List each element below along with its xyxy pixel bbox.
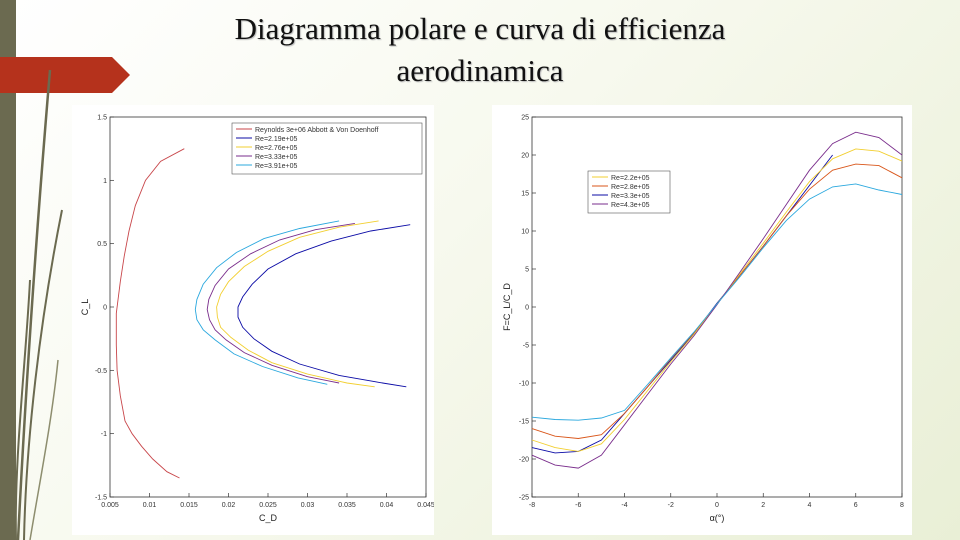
x-tick-label: 2 — [761, 502, 765, 509]
x-axis-label: C_D — [259, 513, 278, 523]
y-axis-label: F=C_L/C_D — [502, 283, 512, 331]
y-tick-label: -10 — [519, 381, 529, 388]
grass-decoration — [14, 69, 63, 540]
x-tick-label: 0.02 — [222, 502, 236, 509]
legend-label: Re=3.91e+05 — [255, 163, 298, 170]
red-tab-decoration — [0, 57, 130, 93]
y-tick-label: 5 — [525, 267, 529, 274]
grass-blade-2 — [23, 209, 63, 540]
x-tick-label: 0.03 — [301, 502, 315, 509]
y-tick-label: 20 — [521, 153, 529, 160]
y-tick-label: -0.5 — [95, 368, 107, 375]
grass-blade-1 — [16, 69, 52, 540]
y-tick-label: -5 — [523, 343, 529, 350]
legend-label: Re=2.2e+05 — [611, 175, 650, 182]
legend-label: Re=3.3e+05 — [611, 193, 650, 200]
y-tick-label: -1 — [101, 431, 107, 438]
y-tick-label: 15 — [521, 191, 529, 198]
y-tick-label: 1 — [103, 178, 107, 185]
legend-label: Re=3.33e+05 — [255, 154, 298, 161]
x-tick-label: 8 — [900, 502, 904, 509]
x-tick-label: -2 — [668, 502, 674, 509]
x-tick-label: 0.015 — [180, 502, 198, 509]
x-axis-label: α(°) — [710, 513, 725, 523]
x-tick-label: -4 — [621, 502, 627, 509]
legend-box — [587, 170, 671, 214]
polar-chart: 0.005 0.01 0.015 0.02 0.025 0.03 0.035 0.04 0.04… — [72, 105, 434, 535]
slide-title: Diagramma polare e curva di efficienza a… — [140, 8, 820, 92]
y-tick-label: 25 — [521, 115, 529, 122]
x-tick-label: 0.005 — [101, 502, 119, 509]
legend-box — [231, 122, 423, 175]
y-tick-label: 0 — [525, 305, 529, 312]
plot-frame — [109, 116, 427, 498]
grass-blade-4 — [29, 359, 59, 540]
y-tick-label: 10 — [521, 229, 529, 236]
legend-label: Re=2.19e+05 — [255, 136, 298, 143]
series-line-5 — [531, 183, 903, 421]
y-tick-label: -15 — [519, 419, 529, 426]
red-tab-shape — [0, 57, 130, 93]
x-tick-label: 0.045 — [417, 502, 434, 509]
legend-label: Re=4.3e+05 — [611, 202, 650, 209]
x-tick-label: 4 — [808, 502, 812, 509]
x-tick-label: 0.01 — [143, 502, 157, 509]
legend-label: Re=2.76e+05 — [255, 145, 298, 152]
x-tick-label: 0.035 — [338, 502, 356, 509]
series-line-3 — [216, 220, 379, 388]
series-line-4 — [206, 222, 355, 384]
efficiency-chart: -8 -6 -4 -2 0 2 4 6 8-25-20-15-10-50510152025α(°… — [492, 105, 912, 535]
plot-frame — [531, 116, 903, 498]
x-tick-label: 0 — [715, 502, 719, 509]
y-tick-label: -1.5 — [95, 495, 107, 502]
series-line-5 — [194, 220, 340, 385]
grass-blade-3 — [14, 279, 31, 540]
title-line-2: aerodinamica — [396, 53, 564, 88]
x-tick-label: 0.04 — [380, 502, 394, 509]
y-tick-label: 0.5 — [97, 241, 107, 248]
y-axis-label: C_L — [80, 299, 90, 316]
legend-label: Re=2.8e+05 — [611, 184, 650, 191]
series-line-2 — [237, 224, 411, 388]
legend-label: Reynolds 3e+06 Abbott & Von Doenhoff — [255, 127, 378, 134]
x-tick-label: 6 — [854, 502, 858, 509]
series-line-1 — [115, 148, 185, 479]
x-tick-label: 0.025 — [259, 502, 277, 509]
y-tick-label: -20 — [519, 457, 529, 464]
side-decoration-bar — [0, 0, 16, 540]
y-tick-label: 1.5 — [97, 115, 107, 122]
y-tick-label: 0 — [103, 305, 107, 312]
y-tick-label: -25 — [519, 495, 529, 502]
title-line-1: Diagramma polare e curva di efficienza — [234, 11, 726, 46]
x-tick-label: -8 — [529, 502, 535, 509]
x-tick-label: -6 — [575, 502, 581, 509]
